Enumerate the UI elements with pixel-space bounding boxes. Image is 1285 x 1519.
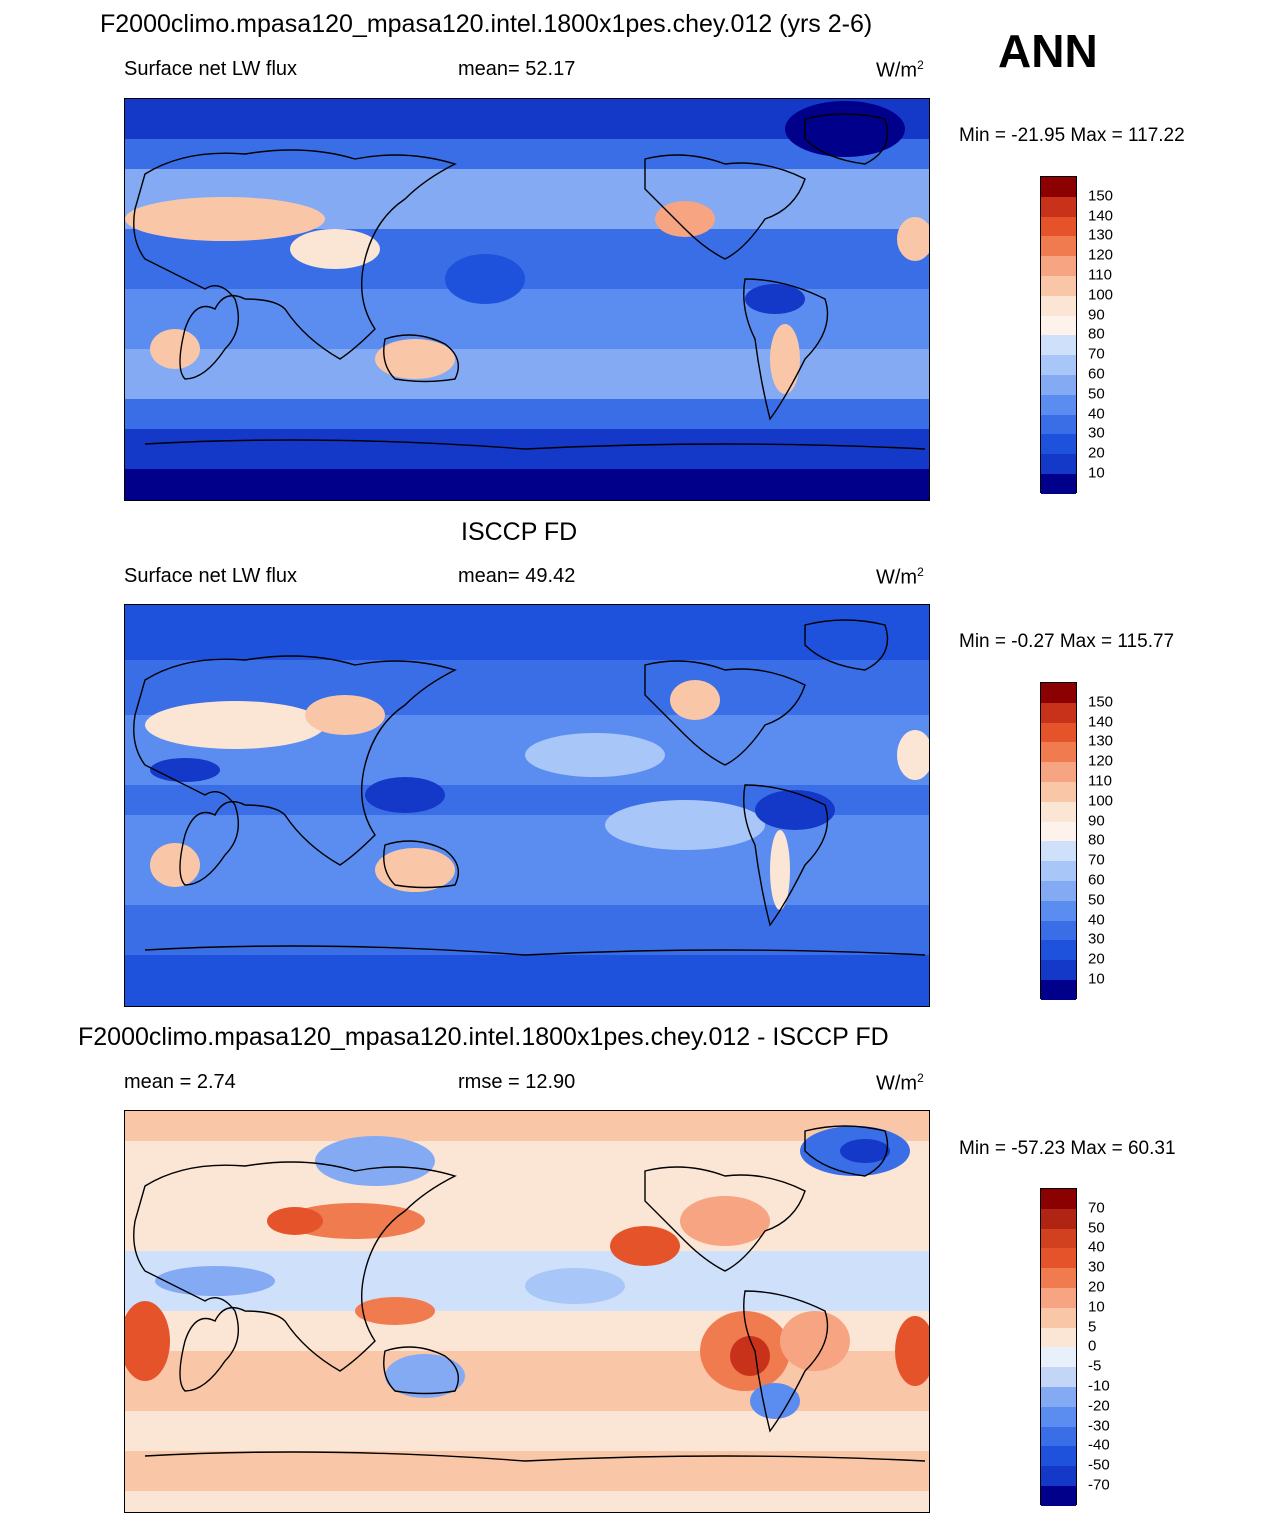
colorbar-tick: 20 — [1088, 1278, 1105, 1296]
colorbar-tick: 50 — [1088, 891, 1105, 909]
panel3-map — [124, 1110, 930, 1513]
colorbar-tick: -40 — [1088, 1436, 1110, 1454]
panel1-colorbar — [1040, 176, 1077, 494]
panel1-mean-label: mean= 52.17 — [458, 58, 576, 80]
colorbar-tick: 110 — [1088, 266, 1112, 284]
panel2-map — [124, 604, 930, 1007]
panel2-units: W/m2 — [876, 565, 924, 589]
colorbar-tick: -5 — [1088, 1357, 1102, 1375]
colorbar-tick: 100 — [1088, 286, 1114, 304]
colorbar-tick: 10 — [1088, 1298, 1105, 1316]
colorbar-tick: 130 — [1088, 732, 1114, 750]
colorbar-tick: -70 — [1088, 1476, 1110, 1494]
panel3-title: F2000climo.mpasa120_mpasa120.intel.1800x… — [78, 1023, 889, 1051]
panel2-minmax: Min = -0.27 Max = 115.77 — [959, 631, 1175, 652]
panel3-mean-label: mean = 2.74 — [124, 1071, 236, 1093]
panel1-map — [124, 98, 930, 501]
colorbar-tick: 130 — [1088, 226, 1114, 244]
colorbar-tick: 80 — [1088, 831, 1105, 849]
colorbar-tick: 60 — [1088, 871, 1105, 889]
panel3-colorbar — [1040, 1188, 1077, 1506]
colorbar-tick: 70 — [1088, 1199, 1105, 1217]
colorbar-tick: 40 — [1088, 405, 1105, 423]
colorbar-tick: 140 — [1088, 207, 1114, 225]
panel2-title: ISCCP FD — [461, 518, 578, 546]
colorbar-tick: 100 — [1088, 792, 1114, 810]
colorbar-tick: 50 — [1088, 385, 1105, 403]
panel1-variable-label: Surface net LW flux — [124, 58, 298, 80]
colorbar-tick: 10 — [1088, 970, 1105, 988]
colorbar-tick: 90 — [1088, 306, 1105, 324]
colorbar-tick: 90 — [1088, 812, 1105, 830]
colorbar-tick: 30 — [1088, 930, 1105, 948]
season-label: ANN — [998, 25, 1098, 77]
colorbar-tick: 5 — [1088, 1318, 1097, 1336]
colorbar-tick: 150 — [1088, 187, 1114, 205]
colorbar-tick: 60 — [1088, 365, 1105, 383]
panel1-units: W/m2 — [876, 58, 924, 82]
panel1-minmax: Min = -21.95 Max = 117.22 — [959, 125, 1185, 146]
panel2-mean-label: mean= 49.42 — [458, 565, 576, 587]
colorbar-tick: 20 — [1088, 950, 1105, 968]
colorbar-tick: -50 — [1088, 1456, 1110, 1474]
colorbar-tick: 20 — [1088, 444, 1105, 462]
colorbar-tick: 120 — [1088, 246, 1114, 264]
colorbar-tick: 140 — [1088, 713, 1114, 731]
colorbar-tick: 30 — [1088, 424, 1105, 442]
colorbar-tick: 110 — [1088, 772, 1112, 790]
colorbar-tick: -10 — [1088, 1377, 1110, 1395]
panel1-title: F2000climo.mpasa120_mpasa120.intel.1800x… — [100, 10, 873, 38]
colorbar-tick: 50 — [1088, 1219, 1105, 1237]
colorbar-tick: 10 — [1088, 464, 1105, 482]
panel3-minmax: Min = -57.23 Max = 60.31 — [959, 1138, 1176, 1159]
panel2-colorbar — [1040, 682, 1077, 1000]
colorbar-tick: 40 — [1088, 911, 1105, 929]
panel3-units: W/m2 — [876, 1071, 924, 1095]
colorbar-tick: 40 — [1088, 1238, 1105, 1256]
colorbar-tick: 150 — [1088, 693, 1114, 711]
colorbar-tick: 70 — [1088, 851, 1105, 869]
colorbar-tick: 30 — [1088, 1258, 1105, 1276]
panel3-rmse-label: rmse = 12.90 — [458, 1071, 576, 1093]
colorbar-tick: -30 — [1088, 1417, 1110, 1435]
colorbar-tick: 80 — [1088, 325, 1105, 343]
panel2-variable-label: Surface net LW flux — [124, 565, 298, 587]
colorbar-tick: 70 — [1088, 345, 1105, 363]
colorbar-tick: 0 — [1088, 1337, 1097, 1355]
colorbar-tick: 120 — [1088, 752, 1114, 770]
colorbar-tick: -20 — [1088, 1397, 1110, 1415]
